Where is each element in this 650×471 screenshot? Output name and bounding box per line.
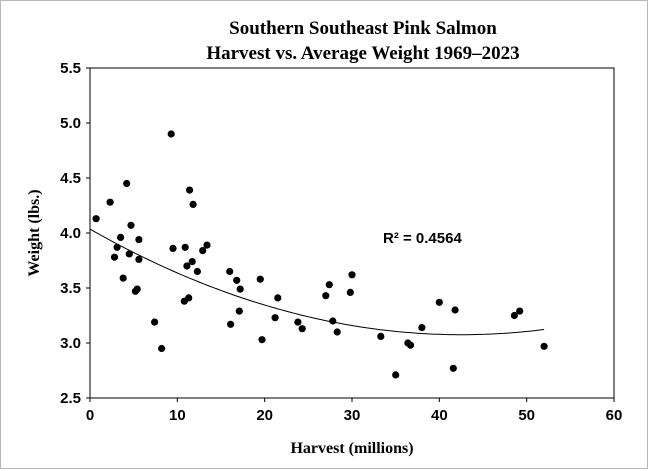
data-point <box>183 262 191 270</box>
data-point <box>236 285 244 293</box>
data-point <box>540 342 548 350</box>
x-tick-label: 50 <box>518 407 535 424</box>
data-point <box>298 325 306 333</box>
data-point <box>322 292 330 300</box>
data-point <box>127 221 135 229</box>
data-point <box>125 250 133 258</box>
x-tick-label: 0 <box>86 407 94 424</box>
x-axis-label: Harvest (millions) <box>290 440 413 457</box>
data-point <box>135 255 143 263</box>
data-point <box>294 318 302 326</box>
data-point <box>193 267 201 276</box>
data-point <box>227 320 235 328</box>
data-point <box>151 318 159 326</box>
data-point <box>516 307 524 315</box>
data-point <box>106 198 114 206</box>
data-point <box>169 244 177 252</box>
y-tick-label: 3.5 <box>60 280 81 297</box>
data-point <box>110 253 119 261</box>
data-point <box>271 314 279 322</box>
data-point <box>133 285 141 293</box>
data-point <box>258 336 266 344</box>
x-tick-label: 30 <box>344 407 361 424</box>
data-point <box>158 344 166 353</box>
data-point <box>235 307 243 315</box>
data-point <box>113 243 121 251</box>
data-point <box>135 236 143 244</box>
data-point <box>186 186 194 194</box>
data-point <box>181 243 189 251</box>
x-tick-label: 40 <box>431 407 448 424</box>
data-point <box>185 294 193 302</box>
data-point <box>167 130 175 138</box>
x-tick-label: 10 <box>169 407 186 424</box>
x-axis: 0 10 20 30 40 50 60 <box>86 398 623 424</box>
data-point <box>329 317 337 325</box>
y-axis-label: Weight (lbs.) <box>26 189 43 276</box>
r-squared-annotation: R² = 0.4564 <box>383 230 462 247</box>
y-tick-label: 5.5 <box>60 60 81 77</box>
data-point <box>274 294 282 302</box>
data-point <box>92 215 100 223</box>
data-point <box>199 247 207 255</box>
data-point <box>117 233 125 241</box>
chart-title-line-2: Harvest vs. Average Weight 1969–2023 <box>206 43 519 64</box>
data-point <box>449 364 457 372</box>
data-point <box>346 288 354 296</box>
data-point <box>392 371 400 379</box>
data-point <box>119 274 127 282</box>
data-points <box>92 130 548 379</box>
plot-area <box>89 67 615 399</box>
data-point <box>233 276 241 284</box>
y-tick-label: 3.0 <box>60 335 81 352</box>
data-point <box>325 281 333 289</box>
data-point <box>418 324 426 332</box>
data-point <box>256 275 264 283</box>
data-point <box>510 311 518 320</box>
x-tick-label: 60 <box>606 407 623 424</box>
y-tick-label: 4.5 <box>60 170 81 187</box>
data-point <box>435 298 443 306</box>
y-axis: 2.5 3.0 3.5 4.0 4.5 5.0 5.5 <box>60 60 90 407</box>
data-point <box>451 306 459 314</box>
data-point <box>377 332 385 340</box>
data-point <box>123 179 131 188</box>
chart-title-line-1: Southern Southeast Pink Salmon <box>229 18 497 39</box>
data-point <box>406 341 415 349</box>
data-point <box>189 200 197 208</box>
y-tick-label: 2.5 <box>60 390 81 407</box>
data-point <box>226 267 234 276</box>
trendline <box>89 228 545 336</box>
y-tick-label: 5.0 <box>60 115 81 132</box>
data-point <box>188 258 196 266</box>
data-point <box>203 241 211 249</box>
data-point <box>348 271 356 279</box>
data-point <box>333 328 341 336</box>
x-tick-label: 20 <box>256 407 273 424</box>
y-tick-label: 4.0 <box>60 225 81 242</box>
